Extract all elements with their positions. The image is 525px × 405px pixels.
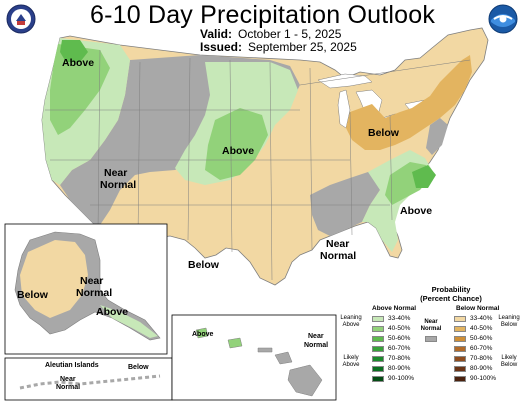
legend-above-label: 80-90% bbox=[388, 365, 411, 372]
map-title: 6-10 Day Precipitation Outlook bbox=[89, 1, 436, 29]
label-pacific-nw: Above bbox=[62, 57, 94, 69]
legend-likely-below: Likely Below bbox=[500, 355, 518, 368]
label-gulf-2: Normal bbox=[320, 250, 356, 262]
legend-above-swatch bbox=[372, 366, 384, 372]
lake-superior bbox=[317, 73, 373, 89]
usda-seal-icon bbox=[6, 4, 36, 34]
valid-label: Valid: bbox=[200, 27, 233, 41]
legend-below-swatch bbox=[454, 336, 466, 342]
conus-map bbox=[41, 27, 489, 286]
legend-below-swatch bbox=[454, 326, 466, 332]
label-aleutian-near-2: Normal bbox=[56, 384, 80, 391]
legend-below-swatch bbox=[454, 376, 466, 382]
near-normal-northeast bbox=[426, 118, 448, 155]
legend-above-label: 70-80% bbox=[388, 355, 411, 362]
legend-above-label: 60-70% bbox=[388, 345, 411, 352]
legend-above-swatch bbox=[372, 356, 384, 362]
legend-below-label: 70-80% bbox=[470, 355, 493, 362]
state-borders bbox=[45, 49, 471, 281]
label-alaska-below: Below bbox=[17, 289, 49, 301]
issued-label: Issued: bbox=[200, 40, 243, 54]
alaska-below bbox=[20, 240, 88, 318]
above-40-50-plains bbox=[205, 108, 268, 180]
label-alaska-near-2: Normal bbox=[76, 287, 112, 299]
label-gulf-1: Near bbox=[326, 238, 349, 250]
legend-below-swatch bbox=[454, 356, 466, 362]
label-great-basin-2: Normal bbox=[100, 179, 136, 191]
label-hawaii-near-1: Near bbox=[308, 333, 324, 340]
above-50-60-pacific-nw bbox=[60, 40, 88, 62]
legend-leaning-below: Leaning Below bbox=[498, 315, 520, 328]
label-texas: Below bbox=[188, 259, 220, 271]
above-50-60-carolinas bbox=[412, 165, 436, 188]
label-aleutian-title: Aleutian Islands bbox=[45, 362, 99, 369]
legend-below-label: 60-70% bbox=[470, 345, 493, 352]
legend-near-header: Near Normal bbox=[420, 319, 442, 332]
legend-above-label: 40-50% bbox=[388, 325, 411, 332]
aleutian-inset: Aleutian Islands Near Normal Below bbox=[4, 357, 173, 401]
valid-value: October 1 - 5, 2025 bbox=[238, 27, 342, 41]
alaska-inset: Below Near Normal Above bbox=[4, 223, 168, 355]
label-great-basin-1: Near bbox=[104, 167, 127, 179]
legend-above-swatch bbox=[372, 376, 384, 382]
alaska-above-panhandle bbox=[100, 305, 158, 338]
legend-below-label: 90-100% bbox=[470, 375, 497, 382]
label-aleutian-below: Below bbox=[128, 364, 149, 371]
label-alaska-near-1: Near bbox=[80, 275, 103, 287]
legend-below-swatch bbox=[454, 366, 466, 372]
label-hawaii-above: Above bbox=[192, 331, 214, 338]
label-central-plains: Above bbox=[222, 145, 254, 157]
legend-above-swatch bbox=[372, 346, 384, 352]
legend: Probability (Percent Chance) Above Norma… bbox=[336, 285, 525, 405]
legend-likely-above: Likely Above bbox=[342, 355, 360, 368]
legend-below-swatch bbox=[454, 316, 466, 322]
legend-above-header: Above Normal bbox=[372, 305, 417, 312]
above-40-50-pacific-nw bbox=[50, 44, 110, 135]
aleutian-chain bbox=[19, 374, 161, 390]
legend-title-line2: (Percent Chance) bbox=[420, 294, 482, 303]
legend-above-swatch bbox=[372, 316, 384, 322]
legend-below-swatch bbox=[454, 346, 466, 352]
legend-below-label: 33-40% bbox=[470, 315, 493, 322]
issued-value: September 25, 2025 bbox=[248, 40, 357, 54]
legend-below-label: 80-90% bbox=[470, 365, 493, 372]
legend-below-header: Below Normal bbox=[456, 305, 500, 312]
legend-title: Probability (Percent Chance) bbox=[406, 285, 496, 303]
legend-leaning-above: Leaning Above bbox=[340, 315, 362, 328]
legend-above-swatch bbox=[372, 326, 384, 332]
issued-date: Issued: September 25, 2025 bbox=[200, 40, 357, 54]
legend-below-label: 50-60% bbox=[470, 335, 493, 342]
hawaii-maui bbox=[274, 351, 293, 365]
label-alaska-above: Above bbox=[96, 306, 128, 318]
hawaii-kauai bbox=[195, 327, 209, 339]
legend-above-swatch bbox=[372, 336, 384, 342]
hawaii-big-island bbox=[287, 364, 323, 397]
valid-dates: Valid: October 1 - 5, 2025 bbox=[200, 27, 341, 41]
legend-below-label: 40-50% bbox=[470, 325, 493, 332]
legend-near-swatch bbox=[425, 336, 437, 342]
label-hawaii-near-2: Normal bbox=[304, 342, 328, 349]
legend-title-line1: Probability bbox=[431, 285, 471, 294]
hawaii-inset: Above Near Normal bbox=[171, 314, 337, 401]
noaa-logo-icon bbox=[488, 4, 518, 34]
hawaii-oahu bbox=[227, 337, 243, 349]
legend-above-label: 90-100% bbox=[388, 375, 415, 382]
label-aleutian-near-1: Near bbox=[60, 376, 76, 383]
near-normal-gulf bbox=[310, 170, 385, 236]
legend-above-label: 33-40% bbox=[388, 315, 411, 322]
label-carolinas: Above bbox=[400, 205, 432, 217]
hawaii-molokai bbox=[257, 347, 273, 353]
label-great-lakes: Below bbox=[368, 127, 400, 139]
below-40-50-northeast bbox=[346, 55, 472, 150]
legend-above-label: 50-60% bbox=[388, 335, 411, 342]
